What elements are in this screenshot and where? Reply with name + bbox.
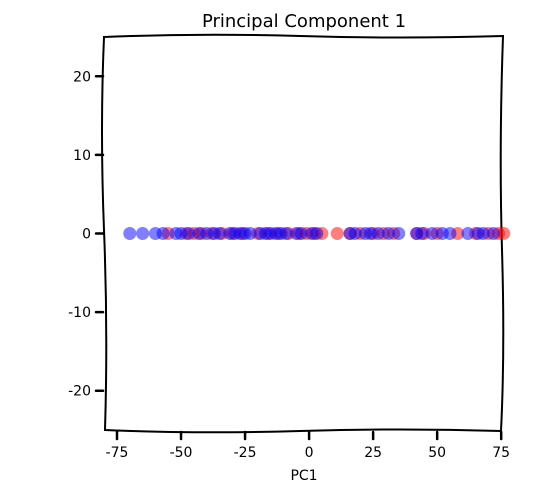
scatter-point	[425, 227, 439, 240]
scatter-point	[136, 227, 150, 240]
y-tick-label: 0	[82, 227, 91, 243]
scatter-point	[348, 227, 362, 240]
scatter-point	[123, 227, 137, 240]
scatter-point	[392, 227, 406, 240]
scatter-point	[476, 227, 490, 240]
x-tick-label: 0	[305, 445, 314, 461]
x-tick-label: -25	[234, 445, 257, 461]
y-tick-label: -20	[68, 384, 91, 400]
x-axis: -75 -50 -25 0 25 50 75	[106, 430, 510, 461]
x-axis-label: PC1	[290, 468, 317, 484]
x-tick-label: -75	[106, 445, 129, 461]
x-tick-label: 75	[492, 445, 510, 461]
scatter-point	[443, 227, 457, 240]
scatter-point	[279, 227, 293, 240]
scatter-point	[461, 227, 475, 240]
x-tick-label: -50	[170, 445, 193, 461]
scatter-point	[310, 227, 324, 240]
y-tick-label: -10	[68, 305, 91, 321]
scatter-points	[123, 227, 511, 240]
scatter-point	[294, 227, 308, 240]
scatter-point	[212, 227, 226, 240]
y-axis: 20 10 0 -10 -20	[68, 69, 105, 400]
x-tick-label: 25	[364, 445, 382, 461]
scatter-point	[381, 227, 395, 240]
scatter-point	[487, 227, 501, 240]
x-tick-label: 50	[428, 445, 446, 461]
y-tick-label: 10	[73, 148, 91, 164]
y-tick-label: 20	[73, 69, 91, 85]
scatter-point	[497, 227, 511, 240]
chart-title: Principal Component 1	[202, 11, 406, 32]
scatter-point	[415, 227, 429, 240]
scatter-point	[182, 227, 196, 240]
scatter-point	[330, 227, 344, 240]
scatter-point	[243, 227, 257, 240]
scatter-point	[156, 227, 170, 240]
scatter-point	[371, 227, 385, 240]
